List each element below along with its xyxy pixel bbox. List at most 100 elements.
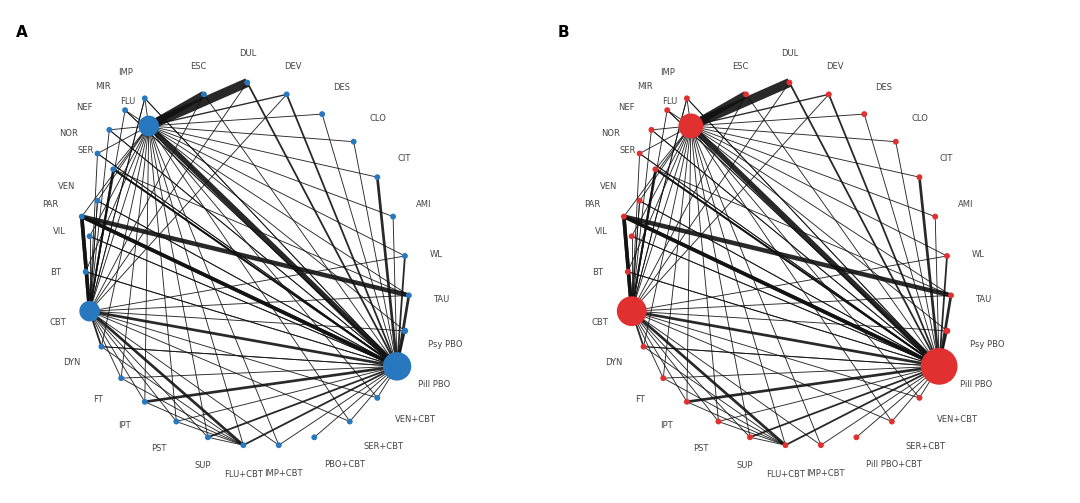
Point (647, 165, 664, 174)
Text: PST: PST (151, 444, 166, 453)
Text: CIT: CIT (940, 154, 953, 163)
Point (100, 126, 118, 134)
Text: FLU: FLU (662, 97, 677, 106)
Point (777, 441, 794, 449)
Text: SER+CBT: SER+CBT (364, 442, 404, 451)
Point (635, 343, 652, 351)
Point (883, 417, 901, 426)
Text: Psy PBO: Psy PBO (970, 340, 1004, 349)
Text: IPT: IPT (660, 422, 673, 431)
Point (396, 327, 414, 335)
Point (117, 106, 134, 114)
Text: IMP: IMP (118, 68, 133, 77)
Point (848, 433, 865, 441)
Text: CBT: CBT (592, 318, 608, 327)
Point (678, 95, 696, 103)
Text: A: A (16, 25, 28, 40)
Text: CIT: CIT (397, 154, 411, 163)
Point (270, 441, 287, 449)
Text: NEF: NEF (76, 103, 92, 112)
Point (368, 173, 386, 181)
Point (781, 78, 798, 87)
Point (384, 213, 402, 221)
Text: DUL: DUL (781, 49, 798, 58)
Point (820, 91, 837, 99)
Text: ESC: ESC (732, 61, 748, 70)
Point (678, 398, 696, 406)
Point (239, 78, 256, 87)
Text: DEV: DEV (284, 62, 301, 71)
Text: IMP+CBT: IMP+CBT (807, 469, 845, 478)
Text: IMP+CBT: IMP+CBT (265, 469, 302, 478)
Point (93, 343, 110, 351)
Point (345, 138, 362, 146)
Point (931, 362, 948, 370)
Text: MIR: MIR (637, 81, 652, 91)
Point (616, 213, 633, 221)
Point (140, 122, 158, 130)
Text: WL: WL (971, 249, 984, 259)
Text: DYN: DYN (605, 359, 622, 368)
Point (654, 374, 672, 382)
Point (368, 394, 386, 402)
Point (643, 126, 660, 134)
Text: FT: FT (93, 394, 103, 403)
Text: NOR: NOR (602, 129, 620, 138)
Text: VIL: VIL (53, 227, 66, 236)
Text: FLU+CBT: FLU+CBT (766, 470, 805, 478)
Point (234, 441, 252, 449)
Point (623, 232, 640, 240)
Text: WL: WL (429, 249, 442, 259)
Text: VEN: VEN (600, 182, 618, 191)
Point (401, 291, 418, 299)
Text: DES: DES (876, 83, 892, 93)
Point (910, 394, 928, 402)
Point (81, 307, 98, 315)
Text: TAU: TAU (975, 295, 991, 304)
Point (396, 252, 414, 260)
Text: Pill PBO: Pill PBO (418, 380, 450, 388)
Text: TAU: TAU (433, 295, 449, 304)
Text: FLU+CBT: FLU+CBT (224, 470, 262, 478)
Point (855, 110, 873, 118)
Text: VEN+CBT: VEN+CBT (937, 415, 978, 424)
Point (939, 327, 956, 335)
Text: FT: FT (635, 394, 645, 403)
Text: DYN: DYN (63, 359, 80, 368)
Text: NOR: NOR (59, 129, 78, 138)
Point (81, 232, 98, 240)
Point (341, 417, 359, 426)
Text: AMI: AMI (958, 200, 974, 209)
Point (313, 110, 330, 118)
Text: BT: BT (593, 268, 604, 277)
Text: SER: SER (78, 145, 94, 154)
Point (683, 122, 700, 130)
Point (939, 252, 956, 260)
Text: MIR: MIR (95, 81, 110, 91)
Text: VEN: VEN (58, 182, 76, 191)
Point (167, 417, 185, 426)
Text: VIL: VIL (595, 227, 608, 236)
Text: DES: DES (334, 83, 350, 93)
Text: BT: BT (51, 268, 62, 277)
Text: B: B (558, 25, 569, 40)
Point (812, 441, 829, 449)
Point (623, 307, 640, 315)
Point (306, 433, 323, 441)
Text: IPT: IPT (118, 422, 131, 431)
Point (195, 91, 213, 99)
Point (659, 106, 676, 114)
Text: SER+CBT: SER+CBT (906, 442, 946, 451)
Text: VEN+CBT: VEN+CBT (395, 415, 436, 424)
Point (136, 398, 153, 406)
Point (710, 417, 727, 426)
Point (199, 433, 216, 441)
Text: SUP: SUP (737, 461, 753, 470)
Point (89, 149, 106, 157)
Text: PAR: PAR (42, 200, 58, 209)
Text: AMI: AMI (416, 200, 432, 209)
Point (927, 213, 944, 221)
Text: PBO+CBT: PBO+CBT (324, 460, 365, 469)
Text: NEF: NEF (618, 103, 634, 112)
Point (77, 268, 94, 276)
